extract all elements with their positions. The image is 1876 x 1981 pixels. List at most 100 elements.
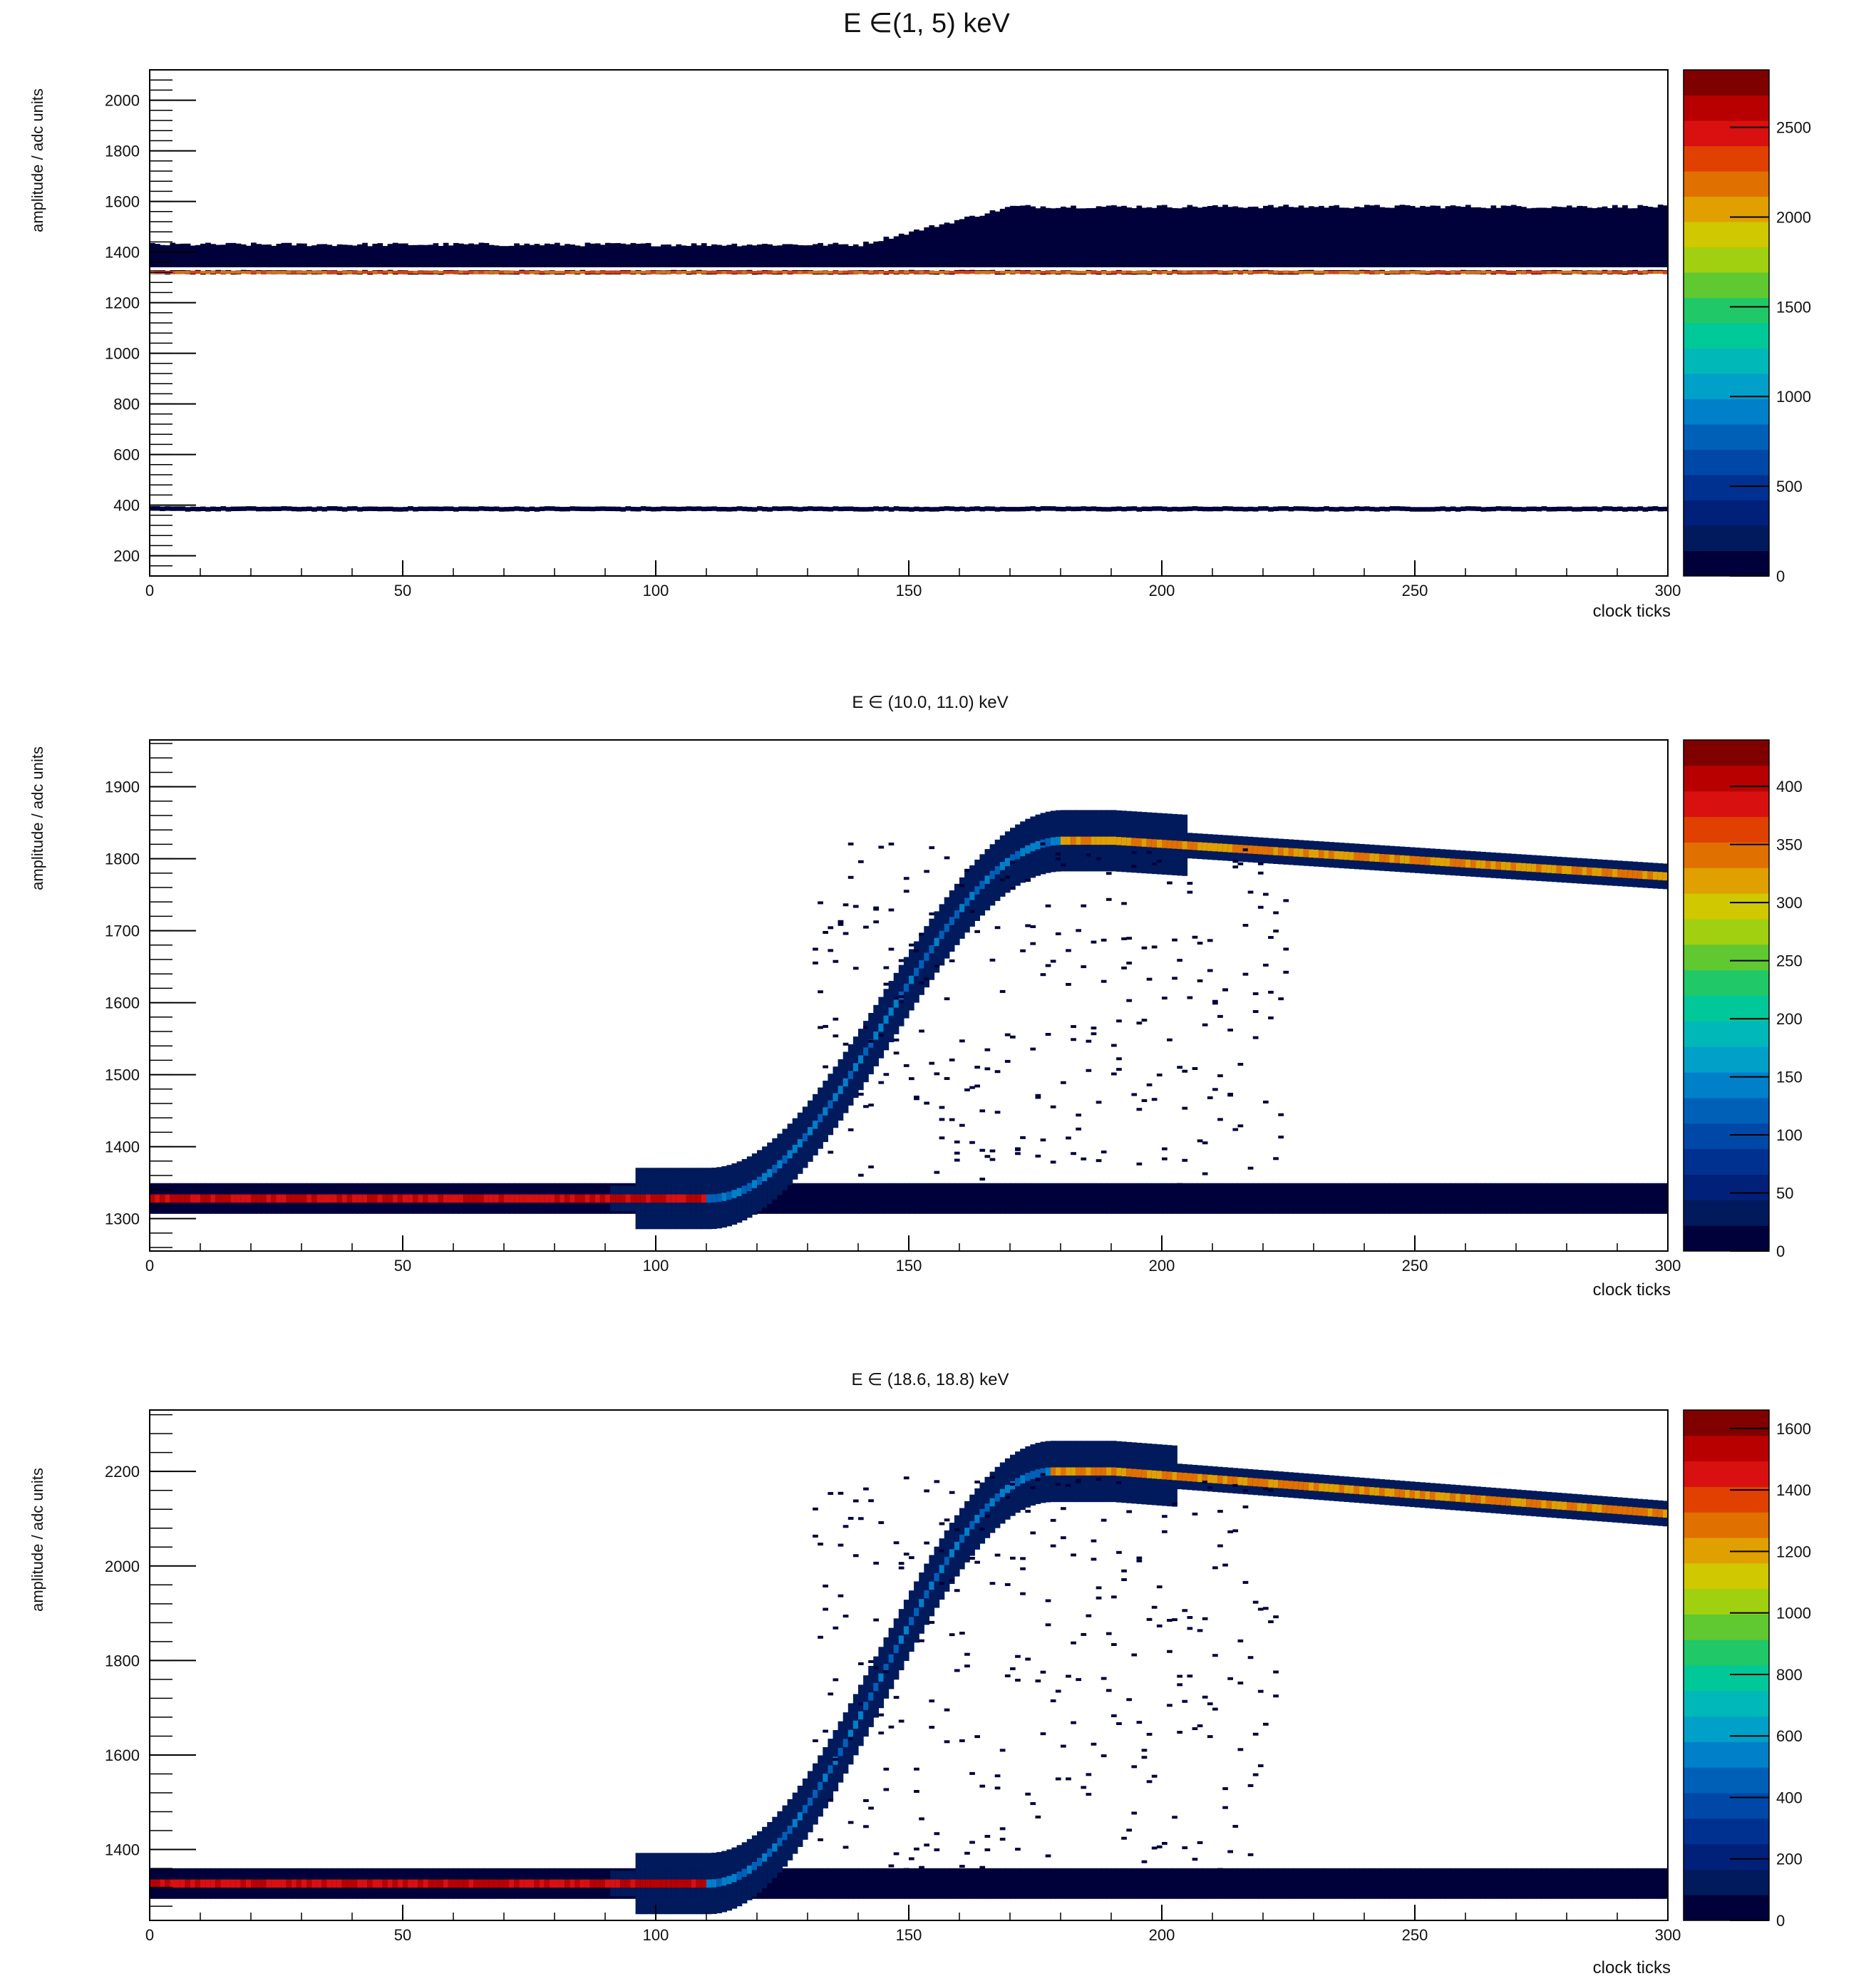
heat-cell	[842, 1739, 849, 1747]
heat-cell	[387, 1879, 393, 1888]
heat-cell	[909, 1077, 914, 1081]
heat-cell	[1470, 860, 1476, 868]
heat-cell	[1349, 506, 1355, 512]
heat-cell	[1450, 1868, 1456, 1899]
heat-cell	[1146, 1183, 1153, 1214]
heat-cell	[903, 1183, 909, 1214]
heat-cell	[868, 1692, 874, 1701]
heat-cell	[954, 1868, 960, 1899]
heat-cell	[215, 1879, 221, 1888]
heat-cell	[1450, 858, 1456, 867]
heat-cell	[1349, 852, 1355, 860]
heat-cell	[296, 1194, 302, 1203]
heat-cell	[1025, 1657, 1031, 1661]
heat-cell	[1319, 271, 1324, 274]
heat-cell	[362, 242, 368, 267]
heat-cell	[1030, 1183, 1036, 1214]
heat-cell	[757, 271, 763, 274]
heat-cell	[1252, 1600, 1259, 1604]
y-tick-label: 200	[113, 547, 140, 565]
heat-cell	[1257, 1478, 1264, 1487]
heat-cell	[999, 1184, 1006, 1188]
heat-cell	[1202, 207, 1208, 267]
heat-cell	[160, 1194, 165, 1203]
heat-cell	[1612, 205, 1618, 267]
heat-cell	[1232, 1183, 1239, 1214]
heat-cell	[413, 507, 418, 512]
heat-cell	[1642, 507, 1649, 512]
heat-cell	[823, 1729, 828, 1733]
heat-cell	[1546, 507, 1552, 512]
y-tick-label: 1600	[105, 994, 140, 1012]
heat-cell	[1556, 1183, 1562, 1214]
heat-cell	[1541, 1183, 1547, 1214]
heat-cell	[1647, 1508, 1654, 1517]
heat-cell	[1141, 271, 1148, 274]
heat-cell	[959, 506, 965, 511]
heat-cell	[1500, 205, 1507, 267]
heat-cell	[1379, 207, 1385, 267]
panel-3-heatmap	[150, 1441, 1669, 1915]
heat-cell	[842, 1078, 849, 1087]
heat-cell	[1510, 507, 1517, 512]
heat-cell	[1050, 959, 1056, 963]
heat-cell	[1030, 206, 1036, 267]
heat-cell	[1035, 1154, 1041, 1158]
heat-cell	[296, 507, 302, 512]
heat-cell	[969, 1868, 975, 1899]
heat-cell	[230, 1194, 237, 1203]
heat-cell	[296, 1879, 302, 1888]
heat-cell	[1359, 506, 1365, 512]
heat-cell	[893, 1051, 900, 1055]
heat-cell	[1096, 1159, 1102, 1163]
heat-cell	[909, 1857, 914, 1861]
heat-cell	[903, 1553, 909, 1556]
heat-cell	[1505, 205, 1512, 267]
heat-cell	[858, 1517, 864, 1521]
heat-cell	[1389, 207, 1396, 267]
heat-cell	[868, 243, 874, 267]
heat-cell	[1212, 1002, 1218, 1005]
heat-cell	[1035, 1096, 1041, 1099]
heat-cell	[994, 1868, 1001, 1899]
heat-cell	[969, 1141, 975, 1144]
heat-cell	[878, 1673, 885, 1682]
heat-cell	[1627, 506, 1633, 512]
heat-cell	[736, 506, 743, 511]
heat-cell	[1227, 271, 1233, 274]
heat-cell	[1536, 207, 1542, 267]
heat-cell	[584, 1194, 591, 1203]
heat-cell	[813, 1183, 818, 1214]
heat-cell	[635, 271, 641, 274]
heat-cell	[418, 506, 423, 511]
heat-cell	[185, 271, 191, 274]
heat-cell	[1081, 506, 1087, 511]
heat-cell	[1607, 1183, 1613, 1214]
y-tick-label: 800	[113, 396, 140, 413]
heat-cell	[1172, 938, 1177, 942]
heat-cell	[1288, 1183, 1294, 1214]
heat-cell	[635, 1194, 641, 1203]
heat-cell	[1465, 271, 1471, 274]
heat-cell	[403, 243, 408, 267]
heat-cell	[934, 1170, 940, 1174]
heat-cell	[1222, 1868, 1228, 1899]
heat-cell	[403, 1879, 408, 1888]
heat-cell	[909, 943, 914, 947]
heat-cell	[833, 1034, 839, 1038]
heat-cell	[919, 1183, 924, 1214]
heat-cell	[777, 1838, 783, 1846]
heat-cell	[868, 507, 874, 512]
heat-cell	[994, 1183, 1001, 1214]
heat-cell	[352, 506, 358, 511]
heat-cell	[888, 1871, 895, 1874]
heat-cell	[650, 1879, 656, 1888]
heat-cell	[1010, 271, 1016, 274]
heat-cell	[1495, 271, 1502, 274]
heat-cell	[190, 271, 196, 274]
heat-cell	[1020, 1183, 1026, 1214]
heat-cell	[813, 1534, 818, 1538]
heat-cell	[1435, 858, 1441, 866]
heat-cell	[731, 1873, 738, 1883]
